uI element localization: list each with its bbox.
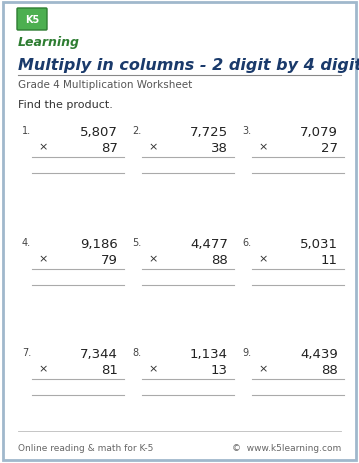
Text: Grade 4 Multiplication Worksheet: Grade 4 Multiplication Worksheet [18, 80, 192, 90]
Text: 2.: 2. [132, 126, 141, 136]
Text: ×: × [148, 253, 157, 263]
Text: ×: × [38, 253, 47, 263]
Text: 7,079: 7,079 [300, 126, 338, 139]
Text: 4.: 4. [22, 238, 31, 247]
Text: ×: × [38, 363, 47, 373]
Text: Multiply in columns - 2 digit by 4 digit: Multiply in columns - 2 digit by 4 digit [18, 58, 359, 73]
Text: 27: 27 [321, 142, 338, 155]
Text: 7,725: 7,725 [190, 126, 228, 139]
Text: 38: 38 [211, 142, 228, 155]
Text: 7.: 7. [22, 347, 31, 357]
Text: 1,134: 1,134 [190, 347, 228, 360]
Text: ×: × [258, 363, 267, 373]
Text: 88: 88 [321, 363, 338, 376]
Text: 5,807: 5,807 [80, 126, 118, 139]
Text: Learning: Learning [18, 36, 80, 49]
Text: 79: 79 [101, 253, 118, 266]
Text: 88: 88 [211, 253, 228, 266]
Text: 9,186: 9,186 [80, 238, 118, 250]
Text: 13: 13 [211, 363, 228, 376]
FancyBboxPatch shape [17, 9, 47, 31]
Text: 5,031: 5,031 [300, 238, 338, 250]
Text: Find the product.: Find the product. [18, 100, 113, 110]
Text: 9.: 9. [242, 347, 251, 357]
Text: ×: × [148, 142, 157, 152]
Text: 11: 11 [321, 253, 338, 266]
Text: ×: × [258, 142, 267, 152]
Text: 4,439: 4,439 [300, 347, 338, 360]
Text: ×: × [38, 142, 47, 152]
Text: 87: 87 [101, 142, 118, 155]
Text: 6.: 6. [242, 238, 251, 247]
Text: 5.: 5. [132, 238, 141, 247]
Text: K5: K5 [25, 15, 39, 25]
Text: 81: 81 [101, 363, 118, 376]
Text: ×: × [148, 363, 157, 373]
Text: 3.: 3. [242, 126, 251, 136]
Text: 8.: 8. [132, 347, 141, 357]
Text: ×: × [258, 253, 267, 263]
Text: 4,477: 4,477 [190, 238, 228, 250]
Text: Online reading & math for K-5: Online reading & math for K-5 [18, 443, 153, 452]
Text: 7,344: 7,344 [80, 347, 118, 360]
Text: 1.: 1. [22, 126, 31, 136]
Text: ©  www.k5learning.com: © www.k5learning.com [232, 443, 341, 452]
